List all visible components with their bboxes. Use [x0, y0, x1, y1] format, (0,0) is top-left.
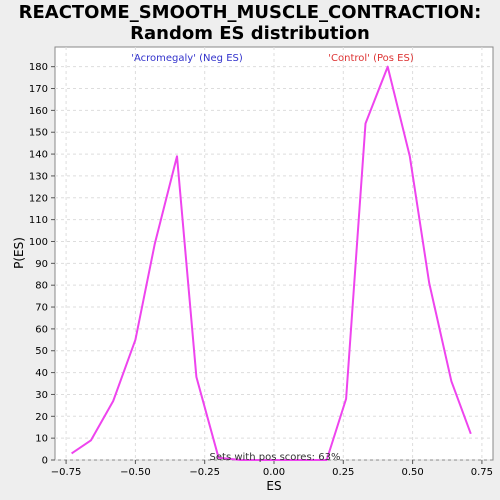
- chart-title-line2: Random ES distribution: [130, 23, 370, 44]
- footer-annotation: Sets with pos scores: 63%: [210, 452, 341, 463]
- y-tick-label: 120: [29, 193, 48, 204]
- y-tick-label: 90: [35, 259, 48, 270]
- y-tick-label: 30: [35, 390, 48, 401]
- y-tick-label: 150: [29, 128, 48, 139]
- y-tick-label: 50: [35, 346, 48, 357]
- x-tick-label: 0.25: [332, 467, 354, 478]
- pos-annotation: 'Control' (Pos ES): [328, 53, 414, 64]
- series-group: [71, 65, 472, 461]
- y-tick-label: 100: [29, 237, 48, 248]
- neg-annotation: 'Acromegaly' (Neg ES): [131, 53, 243, 64]
- x-tick-label: 0.00: [263, 467, 285, 478]
- chart-title: REACTOME_SMOOTH_MUSCLE_CONTRACTION: Rand…: [0, 2, 500, 44]
- y-tick-label: 180: [29, 62, 48, 73]
- y-tick-label: 0: [42, 456, 48, 467]
- y-axis-label: P(ES): [12, 237, 26, 269]
- y-tick-label: 20: [35, 412, 48, 423]
- x-tick-label: 0.50: [401, 467, 423, 478]
- y-tick-label: 130: [29, 171, 48, 182]
- x-tick-label: −0.25: [189, 467, 220, 478]
- y-axis: 0 10 20 30 40 50 60 70 80 90 100 110 120 130 140 150 160…: [29, 62, 55, 467]
- grid-lines: [55, 47, 493, 461]
- y-tick-label: 40: [35, 368, 48, 379]
- x-axis-label: ES: [266, 479, 281, 493]
- chart-title-line1: REACTOME_SMOOTH_MUSCLE_CONTRACTION:: [18, 2, 482, 23]
- y-tick-label: 70: [35, 303, 48, 314]
- series-line: [71, 65, 472, 461]
- y-tick-label: 110: [29, 215, 48, 226]
- y-tick-label: 10: [35, 434, 48, 445]
- x-tick-label: 0.75: [471, 467, 493, 478]
- x-tick-label: −0.75: [51, 467, 82, 478]
- y-tick-label: 160: [29, 106, 48, 117]
- y-tick-label: 60: [35, 324, 48, 335]
- x-tick-label: −0.50: [120, 467, 151, 478]
- y-tick-label: 140: [29, 150, 48, 161]
- y-tick-label: 80: [35, 281, 48, 292]
- y-tick-label: 170: [29, 84, 48, 95]
